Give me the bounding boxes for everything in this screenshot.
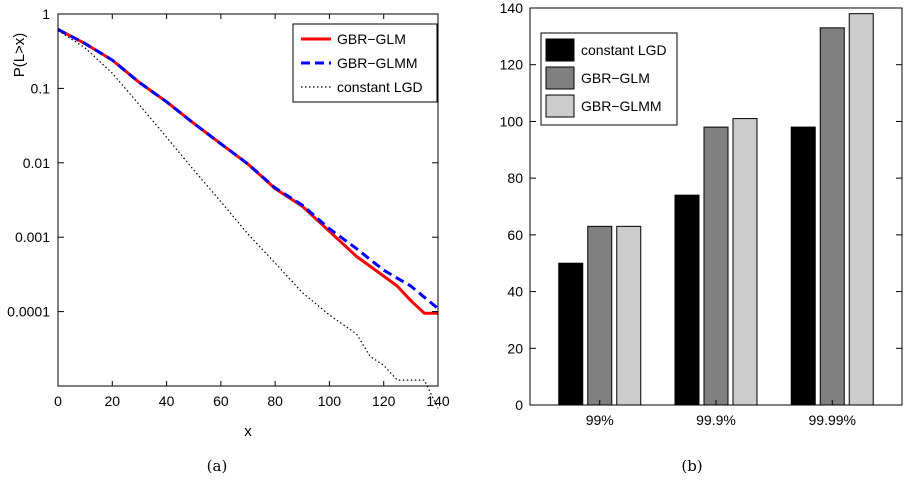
legend-label: constant LGD [581,42,667,58]
x-tick-label: 20 [104,393,120,409]
x-tick-label: 140 [426,393,450,409]
x-tick-label: 99.99% [809,412,856,428]
series-line-constant-lgd [57,29,439,409]
panel-a-x-axis-title: x [244,423,252,440]
series-line-gbr-glmm [57,28,439,310]
y-tick-label: 0.001 [15,229,50,245]
bar [703,126,729,406]
x-tick-label: 60 [213,393,229,409]
legend-swatch [545,94,575,118]
x-tick-label: 120 [372,393,396,409]
x-tick-label: 40 [159,393,175,409]
y-tick-label: 20 [507,340,523,356]
y-tick-label: 100 [500,113,524,129]
bar [616,225,642,406]
panel-b-legend: constant LGD GBR−GLM GBR−GLMM [540,32,678,126]
bar [558,262,584,406]
y-tick-label: 80 [507,170,523,186]
legend-swatch [545,66,575,90]
y-tick-label: 0 [515,397,523,413]
bar [732,118,758,406]
y-tick-label: 0.1 [31,80,51,96]
legend-label: constant LGD [337,79,423,95]
x-tick-label: 99% [586,412,614,428]
y-tick-label: 0.0001 [7,304,50,320]
panel-a-legend: GBR−GLM GBR−GLMM constant LGD [292,23,438,103]
panel-b-caption: (b) [681,457,702,475]
y-tick-label: 0.01 [23,155,50,171]
x-tick-label: 100 [318,393,342,409]
x-tick-label: 0 [54,393,62,409]
y-tick-label: 140 [500,0,524,16]
legend-label: GBR−GLM [581,70,650,86]
bar [587,225,613,406]
bar [819,27,845,406]
panel-a-y-axis-title: P(L>x) [11,33,28,78]
bar [790,126,816,406]
legend-label: GBR−GLMM [337,55,418,71]
y-tick-label: 120 [500,57,524,73]
y-tick-label: 1 [42,6,50,22]
bar [848,13,874,406]
legend-swatch [545,38,575,62]
panel-a-axes-box [57,13,439,387]
panel-b-bar-chart: 0 20 40 60 80 100 120 140 99% 99.9% 99.99% constan… [500,0,903,475]
legend-label: GBR−GLM [337,31,406,47]
x-tick-label: 80 [267,393,283,409]
y-tick-label: 60 [507,227,523,243]
x-tick-label: 99.9% [696,412,736,428]
y-tick-label: 40 [507,284,523,300]
bar [674,194,700,406]
panel-a-caption: (a) [207,457,228,475]
legend-label: GBR−GLMM [581,98,662,114]
